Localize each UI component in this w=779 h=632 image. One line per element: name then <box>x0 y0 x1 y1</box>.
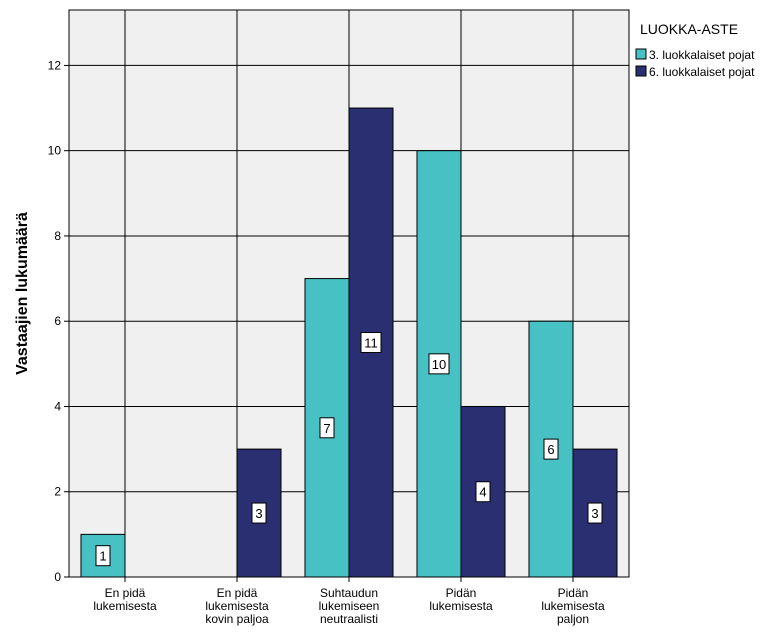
y-tick-label: 6 <box>54 314 61 328</box>
data-label: 6 <box>547 442 554 457</box>
y-axis: 0 2 4 6 8 10 12 <box>48 58 69 584</box>
x-tick-label: Pidän lukemisesta paljon <box>541 586 605 626</box>
x-tick-label: Suhtaudun lukemiseen neutraalisti <box>319 586 380 626</box>
data-label-box <box>543 438 559 460</box>
x-tick-label: En pidä lukemisesta kovin paljoa <box>205 586 269 626</box>
y-axis-label: Vastaajien lukumäärä <box>14 212 31 375</box>
data-label: 3 <box>255 506 262 521</box>
data-label-box <box>360 332 382 354</box>
y-tick-label: 4 <box>54 399 61 413</box>
data-label: 10 <box>432 357 446 372</box>
y-tick-label: 2 <box>54 485 61 499</box>
data-label-box <box>95 545 111 567</box>
y-tick-label: 10 <box>48 144 62 158</box>
data-labels: 1 7 10 6 3 11 4 3 <box>95 332 603 567</box>
legend-swatch <box>635 48 647 60</box>
legend-swatch <box>635 65 647 77</box>
y-tick-label: 8 <box>54 229 61 243</box>
data-label: 11 <box>364 336 378 351</box>
legend-title: LUOKKA-ASTE <box>640 21 738 37</box>
data-label-box <box>319 417 335 439</box>
x-tick-label: Pidän lukemisesta <box>429 586 493 613</box>
data-label: 7 <box>323 421 330 436</box>
data-label-box <box>475 481 491 503</box>
legend-entry: 3. luokkalaiset pojat <box>649 48 755 62</box>
x-axis: En pidä lukemisesta En pidä lukemisesta kovi… <box>93 577 605 626</box>
data-label: 4 <box>479 485 486 500</box>
x-tick-label: En pidä lukemisesta <box>93 586 157 613</box>
legend-entry: 6. luokkalaiset pojat <box>649 65 755 79</box>
data-label: 3 <box>591 506 598 521</box>
data-label-box <box>587 502 603 524</box>
data-label-box <box>428 353 450 375</box>
data-label-box <box>251 502 267 524</box>
legend: LUOKKA-ASTE 3. luokkalaiset pojat 6. luok… <box>635 21 755 79</box>
y-tick-label: 12 <box>48 58 62 72</box>
data-label: 1 <box>99 549 106 564</box>
y-tick-label: 0 <box>54 570 61 584</box>
